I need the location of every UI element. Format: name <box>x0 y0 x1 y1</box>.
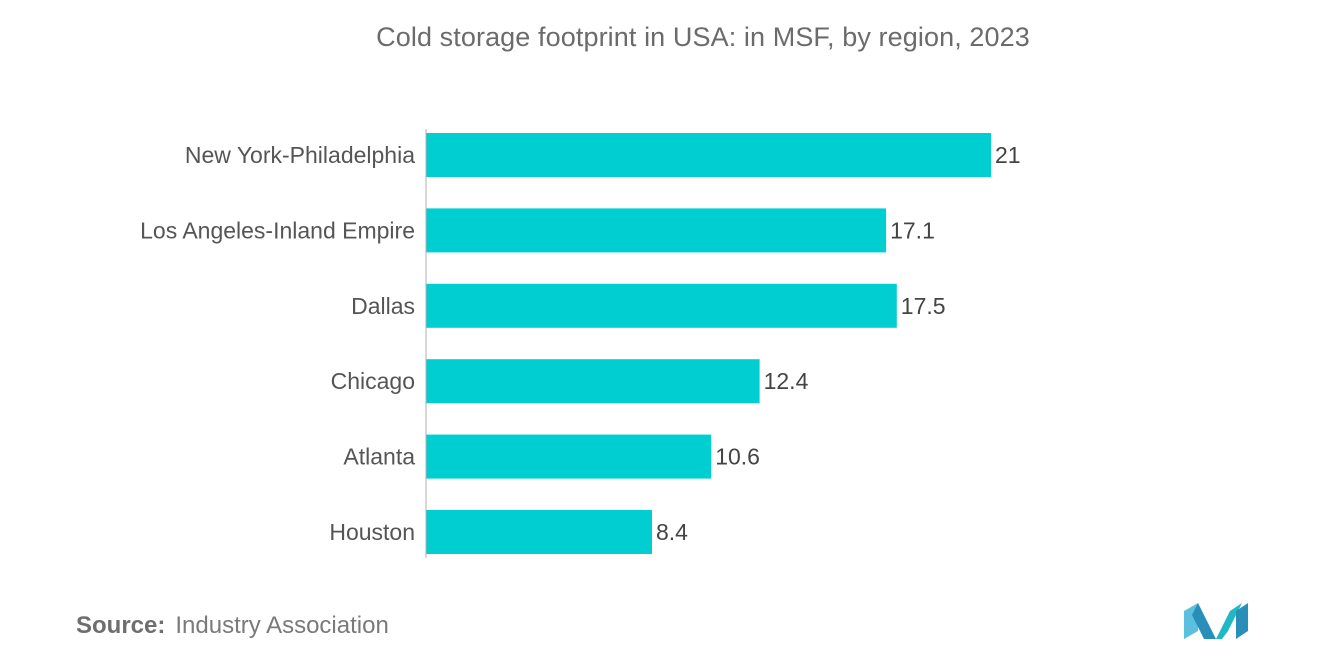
data-label: 8.4 <box>656 519 688 545</box>
logo-shape-middle <box>1192 603 1216 639</box>
data-label: 17.5 <box>901 293 946 319</box>
logo-shape-right <box>1216 603 1242 639</box>
category-label: Atlanta <box>343 444 415 470</box>
bar-atlanta <box>426 434 712 479</box>
data-label: 12.4 <box>764 368 809 394</box>
bar-chart: New York-Philadelphia 21 Los Angeles-Inlan… <box>140 129 1021 558</box>
bar-chicago <box>426 359 760 404</box>
category-label: Los Angeles-Inland Empire <box>140 217 415 243</box>
bar-los-angeles-inland-empire <box>426 208 887 253</box>
bar-dallas <box>426 283 897 328</box>
bar-new-york-philadelphia <box>426 133 991 177</box>
chart-title: Cold storage footprint in USA: in MSF, b… <box>376 22 1030 52</box>
data-label: 21 <box>995 142 1021 168</box>
mordor-intelligence-logo-icon <box>1184 603 1248 639</box>
category-label: New York-Philadelphia <box>185 142 415 168</box>
logo-shape-edge <box>1236 603 1248 639</box>
bar-houston <box>426 510 652 554</box>
category-label: Dallas <box>351 293 415 319</box>
data-label: 17.1 <box>890 217 935 243</box>
category-label: Chicago <box>331 368 415 394</box>
category-label: Houston <box>329 519 415 545</box>
source-text: Industry Association <box>175 612 389 639</box>
source-label: Source: <box>76 612 166 639</box>
data-label: 10.6 <box>715 444 760 470</box>
source-note: Source: Industry Association <box>76 612 389 640</box>
